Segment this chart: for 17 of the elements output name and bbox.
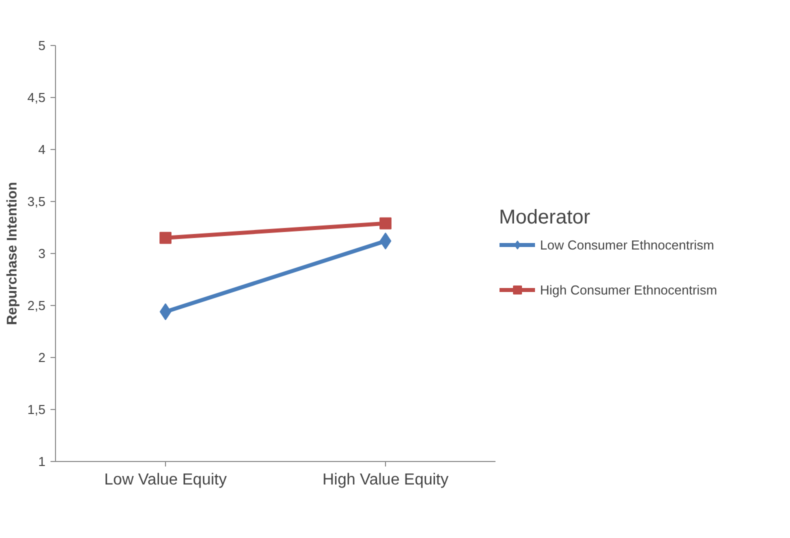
legend-label: Low Consumer Ethnocentrism (540, 237, 714, 252)
y-tick-label: 2 (38, 350, 46, 365)
point (380, 217, 392, 230)
y-tick-label: 4 (38, 142, 46, 157)
legend-label: High Consumer Ethnocentrism (540, 282, 718, 297)
y-axis-title: Repurchase Intention (3, 182, 20, 326)
y-tick-label: 2,5 (27, 298, 46, 313)
x-tick-label: High Value Equity (322, 472, 448, 488)
x-tick-label: Low Value Equity (104, 472, 227, 488)
y-tick-label: 1 (38, 454, 46, 469)
y-tick-label: 4,5 (27, 90, 46, 105)
y-tick-label: 1,5 (27, 402, 46, 417)
y-tick-label: 3,5 (27, 194, 46, 209)
y-tick-label: 5 (38, 38, 46, 53)
legend-title: Moderator (499, 206, 592, 230)
point (160, 232, 172, 244)
y-tick-label: 3 (38, 246, 46, 261)
